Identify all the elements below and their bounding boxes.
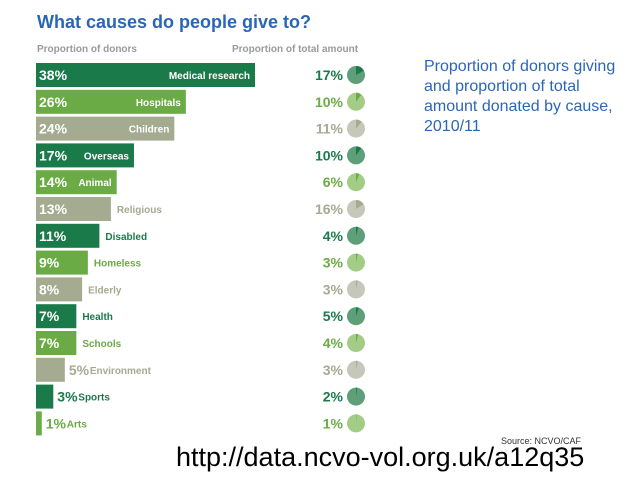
amount-value-label: 16% xyxy=(315,201,344,217)
donor-bar xyxy=(36,223,100,248)
amount-pie-slice xyxy=(356,280,358,290)
amount-value-label: 3% xyxy=(323,255,344,271)
donor-value-label: 7% xyxy=(39,335,60,351)
amount-pie-slice xyxy=(356,200,364,209)
donor-value-label: 8% xyxy=(39,281,60,297)
donor-bar xyxy=(36,411,42,436)
amount-value-label: 3% xyxy=(323,281,344,297)
amount-pie-slice xyxy=(356,146,362,156)
amount-pie-slice xyxy=(356,173,360,183)
amount-value-label: 4% xyxy=(323,335,344,351)
donor-value-label: 3% xyxy=(57,389,78,405)
donor-bar xyxy=(36,89,186,114)
category-label: Religious xyxy=(117,205,162,216)
donor-bar xyxy=(36,197,111,221)
amount-pie-slice xyxy=(356,66,364,75)
donor-bar xyxy=(36,277,83,302)
category-label: Children xyxy=(129,125,170,136)
donor-value-label: 9% xyxy=(39,255,60,271)
category-label: Elderly xyxy=(88,285,122,296)
amount-value-label: 3% xyxy=(323,362,344,378)
donor-value-label: 13% xyxy=(39,201,68,217)
category-label: Homeless xyxy=(94,259,142,270)
donor-value-label: 11% xyxy=(39,228,67,244)
amount-value-label: 6% xyxy=(323,174,344,190)
donor-value-label: 5% xyxy=(69,362,90,378)
category-label: Animal xyxy=(78,178,112,189)
amount-pie-slice xyxy=(356,414,357,424)
amount-value-label: 10% xyxy=(315,147,344,163)
amount-value-label: 10% xyxy=(315,94,344,110)
donor-bar xyxy=(36,304,77,329)
amount-pie-slice xyxy=(356,387,358,397)
donor-value-label: 14% xyxy=(39,174,68,190)
category-label: Disabled xyxy=(105,232,147,243)
amount-value-label: 1% xyxy=(323,415,344,431)
donor-bar xyxy=(36,143,134,168)
data-url: http://data.ncvo-vol.org.uk/a12q35 xyxy=(176,442,585,472)
amount-column-header: Proportion of total amount xyxy=(232,44,359,55)
donor-value-label: 24% xyxy=(39,121,68,137)
donor-value-label: 1% xyxy=(46,415,67,431)
amount-pie-slice xyxy=(356,253,358,263)
amount-value-label: 5% xyxy=(323,308,344,324)
chart-description: Proportion of donors giving and proporti… xyxy=(424,58,616,135)
category-label: Medical research xyxy=(169,71,250,82)
donor-bar xyxy=(36,384,54,409)
donor-bar xyxy=(36,170,117,195)
source-note: Source: NCVO/CAF xyxy=(501,436,582,446)
donor-value-label: 38% xyxy=(39,67,68,83)
amount-pie-slice xyxy=(356,119,362,129)
donor-bar xyxy=(36,357,65,382)
amount-value-label: 11% xyxy=(316,121,344,137)
chart-title: What causes do people give to? xyxy=(37,12,312,32)
amount-pie-slice xyxy=(356,92,362,102)
amount-pie-slice xyxy=(356,360,358,370)
donor-bar xyxy=(36,331,77,355)
donor-value-label: 26% xyxy=(39,94,68,110)
donor-bar xyxy=(36,116,175,141)
amount-pie-slice xyxy=(356,226,359,236)
category-label: Arts xyxy=(67,419,87,430)
amount-value-label: 2% xyxy=(323,389,344,405)
donor-value-label: 7% xyxy=(39,308,60,324)
amount-pie-slice xyxy=(356,334,359,343)
donor-value-label: 17% xyxy=(39,147,68,163)
amount-value-label: 17% xyxy=(315,67,344,83)
donor-bar xyxy=(36,250,88,275)
category-label: Hospitals xyxy=(136,98,181,109)
donors-column-header: Proportion of donors xyxy=(37,44,137,55)
amount-value-label: 4% xyxy=(323,228,344,244)
category-label: Schools xyxy=(82,339,121,350)
amount-pie-slice xyxy=(356,307,359,317)
category-label: Sports xyxy=(78,393,110,404)
category-label: Health xyxy=(82,312,113,323)
category-label: Environment xyxy=(90,366,152,377)
donor-bar xyxy=(36,63,255,87)
category-label: Overseas xyxy=(84,151,129,162)
